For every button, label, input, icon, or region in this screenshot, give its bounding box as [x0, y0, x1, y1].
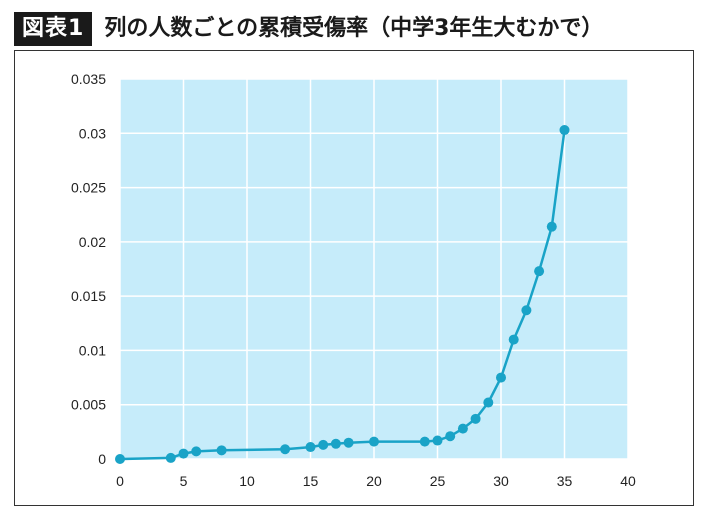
data-point [330, 438, 341, 449]
data-point [191, 446, 202, 457]
data-point [432, 435, 443, 446]
x-tick-label: 30 [493, 473, 509, 489]
data-point [470, 413, 481, 424]
data-point [534, 266, 545, 277]
chart-title: 列の人数ごとの累積受傷率（中学3年生大むかで） [104, 16, 604, 41]
data-point [318, 439, 329, 450]
x-tick-label: 5 [180, 473, 188, 489]
data-point [343, 437, 354, 448]
data-point [521, 305, 532, 316]
data-point [305, 442, 316, 453]
chart-header: 図表1 列の人数ごとの累積受傷率（中学3年生大むかで） [14, 10, 603, 48]
y-tick-label: 0 [98, 451, 106, 467]
y-tick-label: 0.02 [79, 234, 106, 250]
data-point [216, 445, 227, 456]
data-point [369, 436, 379, 447]
data-point [483, 397, 494, 408]
data-point [419, 436, 430, 447]
data-point [280, 444, 291, 455]
x-tick-label: 0 [116, 473, 124, 489]
x-tick-label: 25 [430, 473, 446, 489]
x-tick-label: 20 [366, 473, 382, 489]
y-tick-label: 0.03 [79, 125, 106, 141]
x-tick-label: 35 [557, 473, 573, 489]
data-point [445, 431, 456, 442]
data-point [496, 372, 506, 383]
y-tick-label: 0.01 [79, 342, 106, 358]
x-tick-label: 40 [620, 473, 636, 489]
data-point [165, 452, 176, 463]
data-point [115, 454, 125, 464]
figure-label-badge: 図表1 [14, 12, 93, 46]
data-point [559, 125, 570, 136]
data-point [508, 334, 519, 345]
y-tick-label: 0.005 [71, 397, 106, 413]
x-tick-label: 10 [239, 473, 255, 489]
y-tick-label: 0.025 [71, 180, 106, 196]
data-point [546, 221, 557, 232]
y-tick-label: 0.015 [71, 288, 106, 304]
data-point [178, 448, 189, 459]
y-tick-label: 0.035 [71, 71, 106, 87]
data-point [457, 423, 468, 434]
x-tick-label: 15 [303, 473, 319, 489]
